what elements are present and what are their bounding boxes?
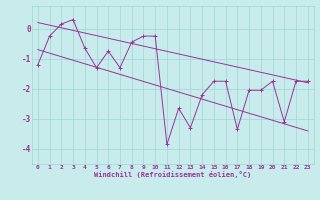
X-axis label: Windchill (Refroidissement éolien,°C): Windchill (Refroidissement éolien,°C) — [94, 171, 252, 178]
